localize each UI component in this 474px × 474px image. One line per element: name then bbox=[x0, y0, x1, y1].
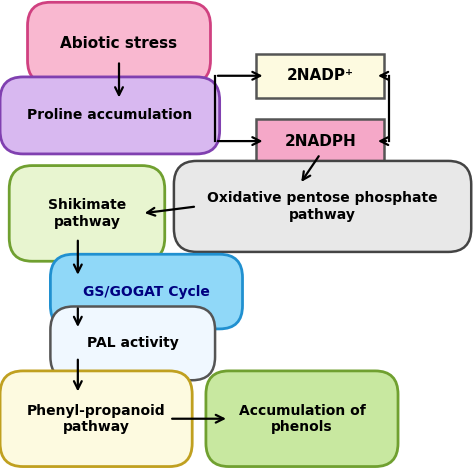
FancyBboxPatch shape bbox=[174, 161, 471, 252]
Text: Shikimate
pathway: Shikimate pathway bbox=[48, 198, 126, 228]
FancyBboxPatch shape bbox=[0, 77, 219, 154]
Text: 2NADP⁺: 2NADP⁺ bbox=[287, 68, 354, 83]
FancyBboxPatch shape bbox=[206, 371, 398, 466]
FancyBboxPatch shape bbox=[256, 119, 384, 163]
FancyBboxPatch shape bbox=[9, 165, 165, 261]
Text: GS/GOGAT Cycle: GS/GOGAT Cycle bbox=[83, 284, 210, 299]
Text: Phenyl-propanoid
pathway: Phenyl-propanoid pathway bbox=[27, 404, 165, 434]
Text: Oxidative pentose phosphate
pathway: Oxidative pentose phosphate pathway bbox=[207, 191, 438, 221]
Text: 2NADPH: 2NADPH bbox=[284, 134, 356, 148]
FancyBboxPatch shape bbox=[27, 2, 210, 84]
FancyBboxPatch shape bbox=[50, 307, 215, 380]
Text: Proline accumulation: Proline accumulation bbox=[27, 109, 192, 122]
FancyBboxPatch shape bbox=[50, 254, 243, 329]
Text: Accumulation of
phenols: Accumulation of phenols bbox=[238, 404, 365, 434]
Text: PAL activity: PAL activity bbox=[87, 337, 179, 350]
FancyBboxPatch shape bbox=[256, 54, 384, 98]
FancyBboxPatch shape bbox=[0, 371, 192, 466]
Text: Abiotic stress: Abiotic stress bbox=[61, 36, 178, 51]
